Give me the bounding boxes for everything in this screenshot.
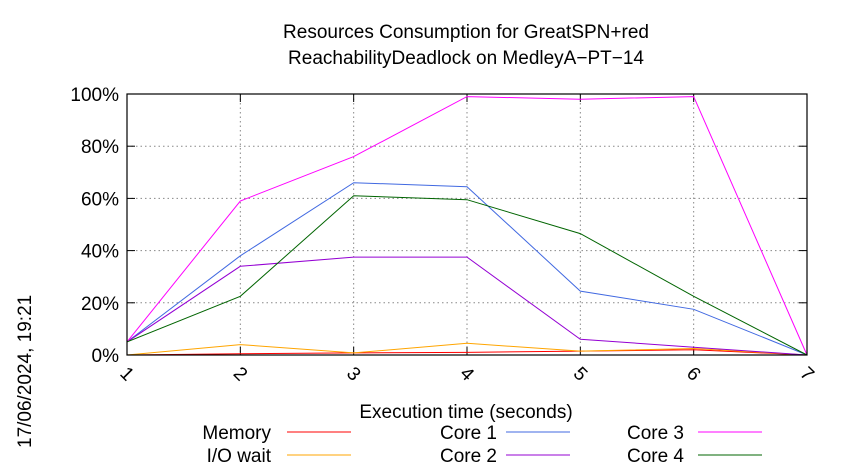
y-tick-label: 100% [70,85,119,106]
x-tick-label: 6 [682,363,704,385]
y-tick-label: 60% [81,189,119,210]
x-axis-label: Execution time (seconds) [359,402,572,423]
y-tick-label: 20% [81,294,119,315]
y-tick-label: 80% [81,137,119,158]
x-tick-label: 2 [229,363,251,385]
series-line-core-2 [126,256,808,356]
legend-label-core-1: Core 1 [440,423,497,444]
legend-label-core-4: Core 4 [627,446,684,467]
legend-label-core-2: Core 2 [440,446,497,467]
series-line-core-1 [126,182,808,356]
chart-subtitle: ReachabilityDeadlock on MedleyA−PT−14 [288,48,644,69]
timestamp: 17/06/2024, 19:21 [15,295,36,448]
plot-frame [126,93,808,356]
x-tick-label: 5 [569,363,591,385]
chart-title: Resources Consumption for GreatSPN+red [283,22,649,43]
series-line-core-3 [126,96,808,356]
y-axis: 0% 20% 40% 60% 80% 100% [70,85,807,367]
y-tick-label: 40% [81,242,119,263]
series-line-i-o-wait [126,342,808,356]
series-line-core-4 [126,195,808,356]
legend-label-i-o-wait: I/O wait [207,446,272,467]
x-tick-label: 7 [795,363,817,385]
y-tick-label: 0% [92,346,120,367]
plot-lines [126,96,808,356]
legend-label-core-3: Core 3 [627,423,684,444]
grid [126,93,808,356]
x-tick-label: 3 [342,363,364,385]
x-tick-label: 4 [455,363,478,386]
series-line-memory [126,349,808,356]
legend-label-memory: Memory [202,423,271,444]
